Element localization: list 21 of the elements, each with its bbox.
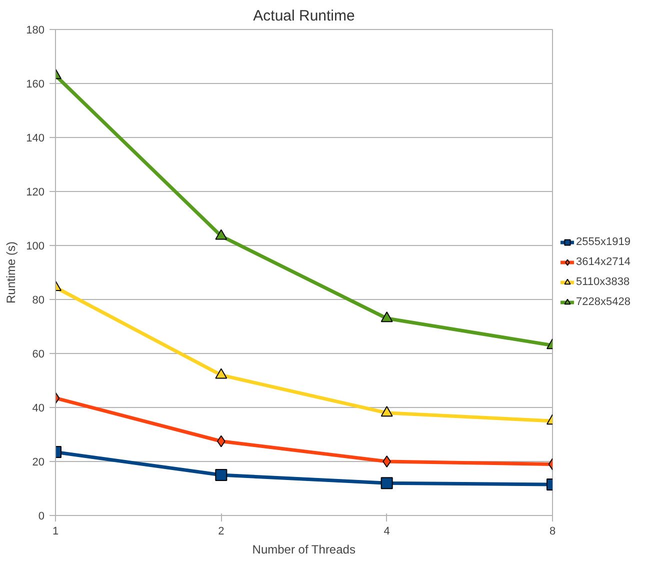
x-tick-label: 1 <box>52 526 59 538</box>
y-tick-label: 40 <box>32 402 45 414</box>
y-tick-label: 140 <box>26 132 45 144</box>
legend-label: 3614x2714 <box>576 256 630 268</box>
y-tick-label: 180 <box>26 24 45 36</box>
y-tick-label: 120 <box>26 186 45 198</box>
x-tick-label: 8 <box>549 526 556 538</box>
y-tick-label: 20 <box>32 456 45 468</box>
x-tick-label: 2 <box>218 526 224 538</box>
legend-label: 5110x3838 <box>576 276 630 288</box>
legend-label: 2555x1919 <box>576 236 630 248</box>
x-tick-label: 4 <box>384 526 390 538</box>
y-tick-label: 100 <box>26 240 45 252</box>
legend-label: 7228x5428 <box>576 296 630 308</box>
y-axis-title: Runtime (s) <box>4 241 18 304</box>
chart-title: Actual Runtime <box>253 8 355 24</box>
y-tick-label: 60 <box>32 348 45 360</box>
y-tick-label: 80 <box>32 294 45 306</box>
y-tick-label: 0 <box>38 510 45 522</box>
x-axis-title: Number of Threads <box>252 542 356 556</box>
y-tick-label: 160 <box>26 78 45 90</box>
